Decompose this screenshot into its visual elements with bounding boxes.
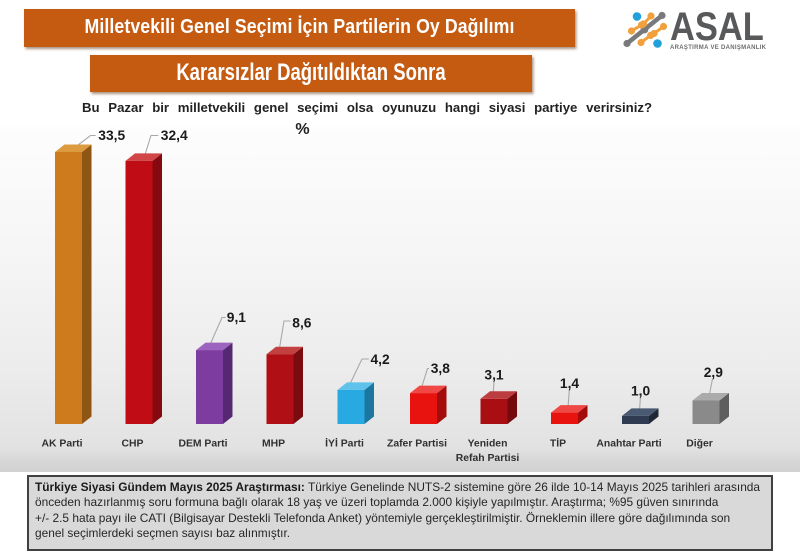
- svg-text:33,5: 33,5: [98, 128, 125, 143]
- svg-text:2,9: 2,9: [704, 365, 724, 380]
- svg-text:İYİ Parti: İYİ Parti: [325, 437, 364, 450]
- svg-text:DEM Parti: DEM Parti: [178, 439, 227, 450]
- svg-text:32,4: 32,4: [161, 128, 188, 143]
- svg-text:8,6: 8,6: [292, 315, 312, 330]
- svg-text:Zafer Partisi: Zafer Partisi: [387, 439, 447, 450]
- svg-text:1,4: 1,4: [560, 376, 580, 391]
- svg-text:Refah Partisi: Refah Partisi: [456, 453, 520, 464]
- svg-text:Diğer: Diğer: [686, 439, 713, 450]
- svg-text:9,1: 9,1: [227, 310, 247, 325]
- svg-text:4,2: 4,2: [371, 352, 391, 367]
- svg-text:CHP: CHP: [122, 439, 144, 450]
- svg-text:3,1: 3,1: [484, 367, 504, 382]
- svg-text:TİP: TİP: [550, 437, 566, 450]
- svg-text:Anahtar Parti: Anahtar Parti: [596, 439, 661, 450]
- svg-text:AK Parti: AK Parti: [42, 439, 83, 450]
- svg-text:MHP: MHP: [262, 439, 285, 450]
- svg-text:Yeniden: Yeniden: [468, 439, 508, 450]
- svg-text:3,8: 3,8: [431, 361, 451, 376]
- svg-text:1,0: 1,0: [631, 384, 651, 399]
